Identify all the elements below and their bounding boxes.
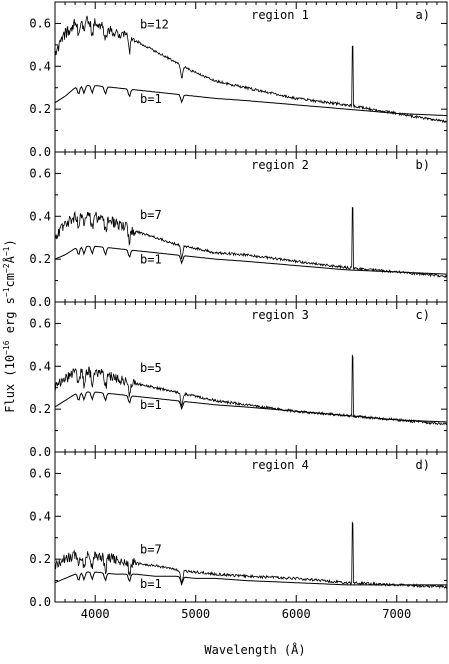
series-label: b=1 xyxy=(140,253,162,267)
series-label: b=7 xyxy=(140,542,162,556)
y-axis-label: Flux (10−16 erg s−1cm−2Å−1) xyxy=(2,239,17,412)
region-label: region 2 xyxy=(251,158,309,172)
region-label: region 3 xyxy=(251,308,309,322)
x-tick-label: 5000 xyxy=(181,607,210,621)
y-tick-label: 0.4 xyxy=(29,59,51,73)
series-label: b=12 xyxy=(140,17,169,31)
y-tick-label: 0.6 xyxy=(29,316,51,330)
x-tick-label: 7000 xyxy=(382,607,411,621)
series-line-b=1 xyxy=(54,391,448,423)
series-line-b=1 xyxy=(54,85,448,117)
x-axis-label: Wavelength (Å) xyxy=(204,642,305,657)
y-tick-label: 0.2 xyxy=(29,402,51,416)
y-tick-label: 0.2 xyxy=(29,252,51,266)
y-tick-label: 0.0 xyxy=(29,295,51,309)
panel-region-2: 0.0 0.2 0.4 0.6 b=7 b=1 region 2 b) xyxy=(29,151,448,309)
y-tick-label: 0.0 xyxy=(29,145,51,159)
y-tick-label: 0.4 xyxy=(29,509,51,523)
series-label: b=1 xyxy=(140,92,162,106)
panel-letter: a) xyxy=(416,8,430,22)
y-tick-label: 0.0 xyxy=(29,595,51,609)
y-tick-label: 0.4 xyxy=(29,209,51,223)
region-label: region 1 xyxy=(251,8,309,22)
region-label: region 4 xyxy=(251,458,309,472)
y-tick-label: 0.2 xyxy=(29,552,51,566)
y-tick-label: 0.4 xyxy=(29,359,51,373)
series-label: b=1 xyxy=(140,398,162,412)
series-line-b=12 xyxy=(54,15,448,124)
y-tick-label: 0.2 xyxy=(29,102,51,116)
series-line-b=1 xyxy=(54,571,447,586)
panel-letter: d) xyxy=(416,458,430,472)
y-tick-label: 0.6 xyxy=(29,16,51,30)
panel-letter: b) xyxy=(416,158,430,172)
series-line-b=7 xyxy=(54,207,448,279)
series-line-b=5 xyxy=(54,354,448,426)
series-line-b=1 xyxy=(54,245,447,275)
panel-region-4: 0.0 0.2 0.4 0.6 4000 5000 6000 7000 b=7 b=1 region… xyxy=(29,451,448,621)
series-label: b=7 xyxy=(140,208,162,222)
series-line-b=7 xyxy=(54,521,448,590)
y-tick-label: 0.6 xyxy=(29,166,51,180)
y-tick-label: 0.0 xyxy=(29,445,51,459)
series-label: b=1 xyxy=(140,577,162,591)
panel-region-3: 0.0 0.2 0.4 0.6 b=5 b=1 region 3 c) xyxy=(29,301,448,459)
panel-frame xyxy=(54,451,448,603)
x-tick-label: 6000 xyxy=(282,607,311,621)
panel-region-1: 0.0 0.2 0.4 0.6 b=12 b=1 region 1 a) xyxy=(29,1,448,159)
y-tick-label: 0.6 xyxy=(29,466,51,480)
panel-frame xyxy=(54,1,448,153)
series-label: b=5 xyxy=(140,361,162,375)
x-tick-label: 4000 xyxy=(81,607,110,621)
panel-frame xyxy=(54,301,448,453)
panel-letter: c) xyxy=(416,308,430,322)
